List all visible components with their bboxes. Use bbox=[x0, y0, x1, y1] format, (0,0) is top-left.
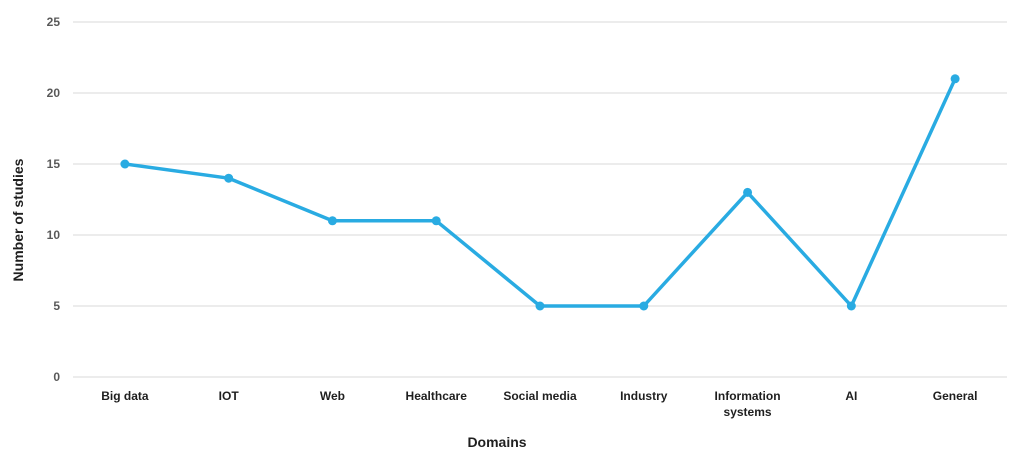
y-tick-label-10: 10 bbox=[47, 228, 61, 242]
data-point-general bbox=[950, 74, 960, 84]
x-tick-label-iot: IOT bbox=[219, 389, 240, 403]
x-tick-label-web: Web bbox=[320, 389, 345, 403]
y-tick-label-25: 25 bbox=[47, 15, 61, 29]
y-axis-ticks: 0 5 10 15 20 25 bbox=[47, 15, 61, 384]
x-axis-title: Domains bbox=[467, 434, 526, 450]
data-point-ai bbox=[846, 301, 856, 311]
y-tick-label-5: 5 bbox=[53, 299, 60, 313]
x-axis-ticks: Big data IOT Web Healthcare Social media Indu… bbox=[101, 389, 977, 419]
x-tick-label-ai: AI bbox=[845, 389, 857, 403]
x-tick-label-healthcare: Healthcare bbox=[406, 389, 468, 403]
data-point-information-systems bbox=[743, 187, 753, 197]
series-layer bbox=[120, 74, 960, 311]
series-line-0 bbox=[123, 77, 957, 308]
data-point-web bbox=[327, 216, 337, 226]
data-point-industry bbox=[639, 301, 649, 311]
data-point-healthcare bbox=[431, 216, 441, 226]
data-point-big-data bbox=[120, 159, 130, 169]
data-point-social-media bbox=[535, 301, 545, 311]
y-axis-title: Number of studies bbox=[10, 158, 26, 281]
y-tick-label-15: 15 bbox=[47, 157, 61, 171]
gridlines bbox=[73, 21, 1007, 378]
x-tick-label-general: General bbox=[933, 389, 978, 403]
x-tick-label-industry: Industry bbox=[620, 389, 668, 403]
x-tick-label-information-systems: Information systems bbox=[715, 389, 781, 419]
data-point-iot bbox=[224, 173, 234, 183]
y-tick-label-0: 0 bbox=[53, 370, 60, 384]
y-tick-label-20: 20 bbox=[47, 86, 61, 100]
x-tick-label-big-data: Big data bbox=[101, 389, 149, 403]
x-tick-label-social-media: Social media bbox=[503, 389, 577, 403]
